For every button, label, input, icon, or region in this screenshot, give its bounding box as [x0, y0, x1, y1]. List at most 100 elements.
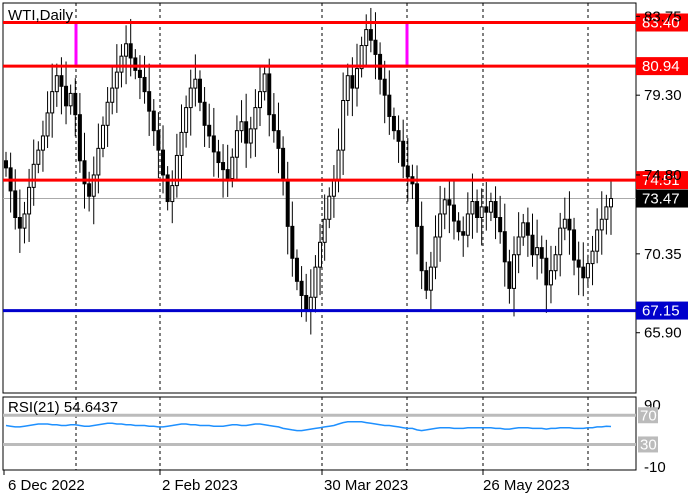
x-axis-label-2: 30 Mar 2023 — [324, 477, 408, 494]
candle-body — [502, 231, 507, 263]
candle-body — [174, 154, 179, 187]
candle-body — [156, 130, 161, 151]
candle — [253, 89, 258, 157]
candle-body — [415, 183, 420, 227]
candle-body — [368, 29, 373, 41]
candle — [17, 189, 22, 253]
candle — [470, 173, 475, 239]
candle-body — [54, 75, 59, 93]
level-tag-1 — [636, 57, 688, 76]
candle — [488, 192, 493, 222]
candle-body — [553, 254, 558, 272]
candle-body — [401, 140, 406, 167]
candle-body — [82, 160, 87, 185]
candle-body — [539, 247, 544, 259]
candle — [525, 207, 530, 257]
candle — [451, 180, 456, 240]
candle-body — [64, 85, 69, 107]
candle-body — [105, 101, 110, 126]
candle — [225, 144, 230, 197]
candle — [368, 7, 373, 53]
candle-body — [262, 73, 267, 93]
candle — [424, 261, 429, 300]
candle-body — [137, 69, 142, 78]
candle-body — [308, 296, 313, 311]
candle-body — [576, 259, 581, 268]
candle-body — [230, 156, 235, 180]
candle — [465, 192, 470, 248]
candle-body — [451, 204, 456, 222]
level-tag-label-2: 74.51 — [642, 172, 680, 189]
candle — [562, 197, 567, 241]
candle — [87, 171, 92, 212]
candle — [142, 55, 147, 104]
price-tick-label-3: 70.35 — [644, 246, 682, 263]
candle — [73, 78, 78, 137]
candle-body — [50, 91, 55, 114]
price-tick-label-0: 83.75 — [644, 8, 682, 25]
candle-body — [197, 78, 202, 103]
candle-body — [45, 112, 50, 137]
x-axis-label-0: 6 Dec 2022 — [8, 477, 85, 494]
candle-body — [498, 217, 503, 233]
candle — [267, 58, 272, 137]
x-axis-label-1: 2 Feb 2023 — [162, 477, 238, 494]
candle — [244, 93, 249, 168]
candle — [54, 63, 59, 107]
candle — [22, 201, 27, 244]
candle — [484, 182, 489, 231]
candle-body — [128, 43, 133, 59]
candle-body — [271, 114, 276, 132]
candle-body — [22, 213, 27, 229]
level-tag-0 — [636, 13, 688, 32]
level-tag-label-1: 80.94 — [642, 58, 680, 75]
candle — [405, 138, 410, 202]
candle-body — [479, 206, 484, 218]
candle — [516, 212, 521, 274]
candle-body — [387, 94, 392, 117]
candle-body — [345, 75, 350, 101]
candle-body — [299, 280, 304, 296]
candle-body — [285, 179, 290, 227]
candle — [188, 69, 193, 136]
candle — [609, 180, 613, 235]
candle — [197, 70, 202, 112]
candle — [313, 255, 318, 313]
candle — [165, 166, 170, 211]
candle — [391, 107, 396, 140]
candle — [322, 194, 327, 261]
candle — [100, 116, 105, 158]
candle — [299, 266, 304, 318]
candle-body — [253, 107, 258, 130]
rsi-tag-70-bg — [638, 407, 658, 424]
candle-body — [461, 231, 466, 236]
candle-body — [119, 55, 124, 73]
candle — [68, 84, 73, 115]
candle — [110, 66, 115, 115]
candle-body — [207, 124, 212, 137]
candle-body — [248, 128, 253, 144]
candle-body — [599, 218, 604, 231]
candle — [133, 49, 138, 80]
candle — [456, 212, 461, 241]
candle-body — [424, 270, 429, 291]
candle — [401, 119, 406, 179]
candle — [387, 70, 392, 135]
candle-body — [147, 91, 152, 112]
candle — [521, 213, 526, 246]
level-tag-2 — [636, 171, 688, 190]
rsi-scale-bottom: -10 — [644, 459, 666, 476]
candle-body — [558, 227, 563, 256]
candle — [202, 87, 207, 147]
candle — [105, 87, 110, 147]
candle — [207, 103, 212, 149]
candle-body — [17, 217, 22, 229]
candle — [294, 249, 299, 291]
candle — [216, 139, 221, 178]
candle-body — [73, 92, 78, 116]
candle — [137, 55, 142, 100]
candle-body — [488, 201, 493, 213]
candle-body — [318, 241, 323, 268]
candle-body — [142, 76, 147, 93]
candle-body — [493, 201, 498, 219]
